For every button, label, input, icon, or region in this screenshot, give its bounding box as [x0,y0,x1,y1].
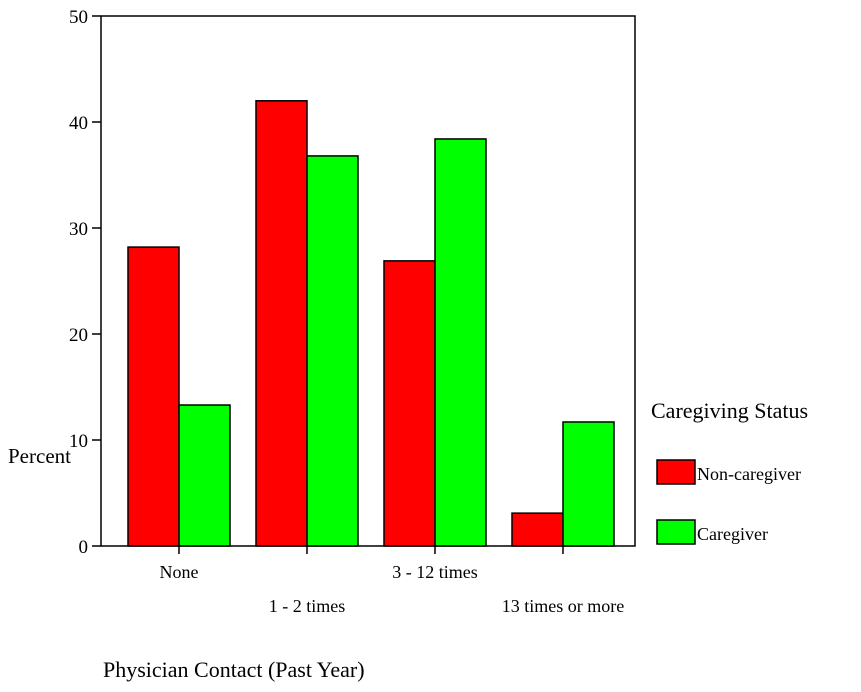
y-tick-label: 50 [69,7,88,28]
x-tick-label-none: None [160,562,199,582]
y-tick-label: 0 [79,537,89,558]
x-tick-label-3-12-times: 3 - 12 times [392,562,478,582]
bar-non-caregiver-none [127,246,180,547]
y-tick-label: 20 [69,325,88,346]
legend-label-caregiver: Caregiver [697,524,768,544]
legend-label-non-caregiver: Non-caregiver [697,464,801,484]
legend-swatch-caregiver [656,519,696,545]
x-tick-label-1-2-times: 1 - 2 times [269,596,346,616]
y-ticks-group: 0 10 20 30 40 50 [69,7,101,558]
bars-group [127,100,615,547]
bar-non-caregiver-3-12-times [383,260,436,547]
bar-non-caregiver-1-2-times [255,100,308,547]
x-axis-label: Physician Contact (Past Year) [103,657,365,682]
bar-caregiver-3-12-times [434,138,487,547]
y-axis-label: Percent [8,444,71,468]
legend-title: Caregiving Status [651,398,808,423]
legend-swatch-non-caregiver [656,459,696,485]
y-tick-label: 30 [69,219,88,240]
x-ticks-group: None 1 - 2 times 3 - 12 times 13 times or m… [160,546,624,616]
bar-non-caregiver-13-times-or-more [511,512,564,547]
y-tick-label: 10 [69,431,88,452]
y-tick-label: 40 [69,113,88,134]
x-tick-label-13-times-or-more: 13 times or more [502,596,624,616]
bar-caregiver-none [178,404,231,547]
bar-caregiver-13-times-or-more [562,421,615,547]
legend: Non-caregiver Caregiver [656,459,801,545]
bar-caregiver-1-2-times [306,155,359,547]
